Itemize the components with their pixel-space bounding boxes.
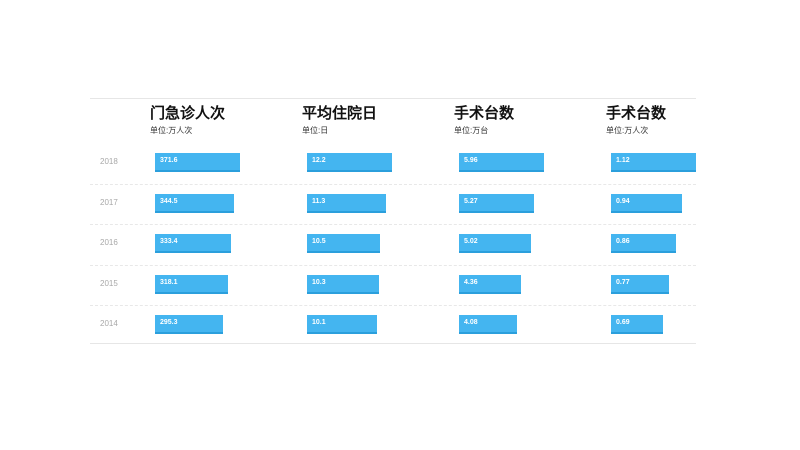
bar-value-label: 371.6 [160, 157, 178, 164]
column-title: 平均住院日 [302, 105, 378, 122]
bar: 0.86 [611, 234, 676, 253]
bar: 295.3 [155, 315, 223, 334]
year-label: 2018 [100, 157, 118, 166]
bar: 10.3 [307, 274, 379, 294]
bar: 4.08 [459, 315, 517, 334]
bar-value-label: 0.94 [616, 197, 630, 205]
bar-value-label: 5.96 [464, 157, 478, 164]
bar-value-label: 11.3 [312, 197, 326, 205]
bar-value-label: 10.3 [312, 278, 326, 286]
bar: 0.69 [611, 315, 663, 334]
column-header-surgeries: 手术台数 单位:万台 [454, 104, 514, 136]
row-divider [90, 224, 696, 225]
bar: 333.4 [155, 234, 231, 253]
year-label: 2016 [100, 238, 118, 247]
bar-value-label: 318.1 [160, 278, 178, 286]
bar-value-label: 10.5 [312, 238, 326, 245]
column-header-avg-stay-days: 平均住院日 单位:日 [302, 104, 377, 136]
bar: 5.27 [459, 193, 534, 213]
bar-value-label: 1.12 [616, 157, 630, 164]
bar-value-label: 10.1 [312, 319, 326, 326]
column-title: 手术台数 [454, 105, 515, 122]
bar-value-label: 12.2 [312, 157, 326, 164]
bar-value-label: 295.3 [160, 319, 178, 326]
bar: 11.3 [307, 193, 386, 213]
bar: 10.1 [307, 315, 377, 334]
bar-value-label: 333.4 [160, 238, 178, 245]
bar-value-label: 5.02 [464, 238, 478, 245]
bar-value-label: 4.36 [464, 278, 478, 286]
bar: 318.1 [155, 274, 228, 294]
bar-value-label: 0.69 [616, 319, 630, 326]
bar-value-label: 5.27 [464, 197, 478, 205]
bar: 0.77 [611, 274, 669, 294]
bar-value-label: 0.77 [616, 278, 630, 286]
column-unit: 单位:万人次 [150, 126, 193, 135]
table-bottom-rule [90, 343, 696, 344]
bar-value-label: 0.86 [616, 238, 630, 245]
row-divider [90, 183, 696, 185]
bar-value-label: 4.08 [464, 319, 478, 326]
bar: 0.94 [611, 193, 682, 213]
year-label: 2015 [100, 278, 118, 288]
row-divider [90, 264, 696, 266]
year-label: 2014 [100, 319, 118, 328]
row-divider [90, 305, 696, 306]
bar: 4.36 [459, 274, 521, 294]
column-unit: 单位:万台 [454, 126, 489, 135]
bar: 1.12 [611, 153, 696, 172]
bar: 5.02 [459, 234, 531, 253]
column-unit: 单位:日 [302, 126, 329, 135]
column-title: 门急诊人次 [150, 105, 226, 122]
column-title: 手术台数 [606, 105, 667, 122]
bar: 12.2 [307, 153, 392, 172]
bar: 371.6 [155, 153, 240, 172]
bar-value-label: 344.5 [160, 197, 178, 205]
column-header-surgeries-2: 手术台数 单位:万人次 [606, 104, 666, 136]
year-label: 2017 [100, 197, 118, 207]
table-top-rule [90, 98, 696, 99]
column-unit: 单位:万人次 [606, 126, 649, 135]
bar: 344.5 [155, 193, 234, 213]
column-header-outpatient-visits: 门急诊人次 单位:万人次 [150, 104, 225, 136]
bar: 10.5 [307, 234, 380, 253]
bar: 5.96 [459, 153, 544, 172]
